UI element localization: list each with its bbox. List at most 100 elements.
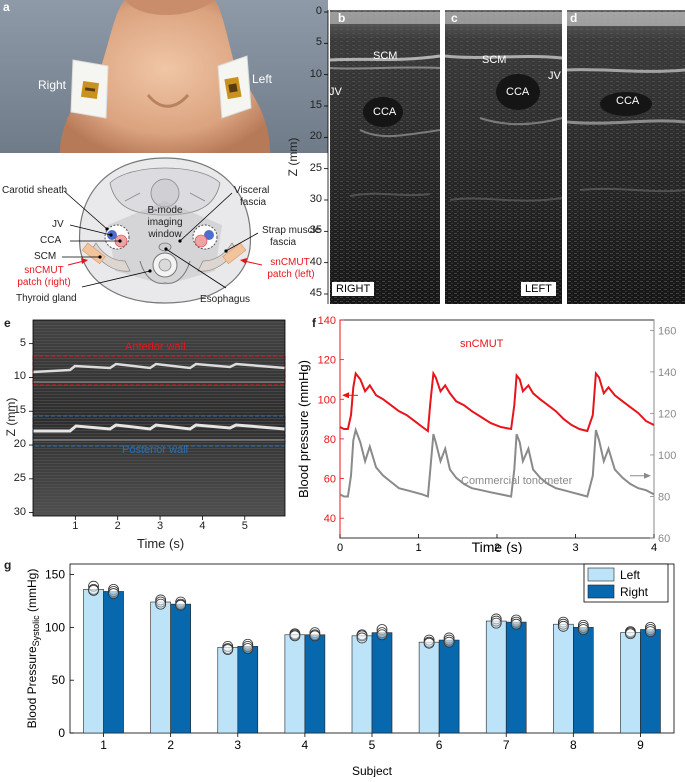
label-strap-2: fascia <box>270 237 297 248</box>
g-data-point <box>376 629 388 641</box>
g-data-point <box>443 636 455 648</box>
f-xtick-label: 3 <box>572 542 578 554</box>
label-patch-right-1: snCMUT <box>24 265 64 276</box>
bcd-tick-label: 45 <box>309 287 322 299</box>
panel-letter-a: a <box>3 0 10 14</box>
f-xtick-label: 2 <box>494 542 500 554</box>
f-xtick-label: 4 <box>651 542 657 554</box>
panel-bcd: Z (mm) 0 5 10 15 20 25 30 35 40 45 b c d SCM JV C… <box>280 0 685 310</box>
g-data-point <box>175 599 187 611</box>
bcd-tick-labels: 0 5 10 15 20 25 30 35 40 45 <box>280 0 325 310</box>
e-xtick-label: 4 <box>199 520 206 532</box>
bmode-images <box>324 10 685 304</box>
c-corner-left: LEFT <box>521 282 556 296</box>
f-ytick-right-label: 80 <box>658 491 670 503</box>
bmode-right-image <box>329 10 441 304</box>
g-bar-right <box>170 603 191 734</box>
label-carotid-sheath: Carotid sheath <box>2 185 68 196</box>
e-axis-ticks <box>29 343 246 520</box>
g-data-point <box>309 630 321 642</box>
panel-letter-g: g <box>4 558 12 572</box>
e-posterior-label: Posterior wall <box>122 444 189 456</box>
f-series-sncmut <box>339 370 655 433</box>
systolic-bar-chart: 0 50 100 150 1 2 3 4 5 6 7 8 9 Subject Blood PressureS… <box>25 563 675 778</box>
f-left-arrow-head <box>342 392 349 399</box>
d-tag-cca: CCA <box>616 95 640 107</box>
f-ylabel: Blood pressure (mmHg) <box>296 360 311 498</box>
g-bar-left <box>553 623 574 734</box>
g-bar-right <box>237 646 259 734</box>
g-ylabel: Blood PressureSystolic (mmHg) <box>25 569 41 729</box>
g-data-point <box>242 643 254 654</box>
e-xtick-label: 3 <box>156 520 164 532</box>
e-xtick-label: 2 <box>114 520 121 532</box>
neck-photo <box>0 0 328 153</box>
e-ytick-label: 30 <box>13 505 26 518</box>
label-jv: JV <box>52 219 64 230</box>
g-bar-right <box>505 621 527 734</box>
patch-right-image <box>70 59 109 119</box>
g-bar-left <box>351 635 373 734</box>
g-bar-left <box>150 601 171 734</box>
bp-waveform-chart: 0 1 2 3 4 40 60 80 100 120 140 60 80 100 120 140 160 Time… <box>296 315 676 555</box>
g-data-point <box>222 644 234 655</box>
g-legend-label: Right <box>620 585 649 599</box>
g-data-point <box>510 618 522 630</box>
f-ytick-right-label: 100 <box>658 450 676 462</box>
panel-letter-d: d <box>570 11 578 25</box>
f-ytick-left-label: 100 <box>318 394 336 406</box>
e-xtick-label: 5 <box>241 520 248 532</box>
e-xtick-label: 1 <box>72 520 79 532</box>
g-xtick-label: 3 <box>234 738 241 752</box>
f-ytick-right-label: 140 <box>658 367 676 379</box>
g-bar-left <box>217 647 239 734</box>
f-ytick-left-label: 60 <box>324 474 336 486</box>
g-xtick-label: 8 <box>570 738 577 752</box>
bcd-tick-label: 25 <box>309 161 322 174</box>
panel-g: 0 50 100 150 1 2 3 4 5 6 7 8 9 Subject Blood PressureS… <box>0 558 685 778</box>
g-bar-right <box>103 591 124 734</box>
g-data-point <box>645 626 656 637</box>
panel-letter-e: e <box>4 316 11 330</box>
mmode-image <box>29 319 286 520</box>
f-label-sncmut: snCMUT <box>460 338 504 350</box>
c-tag-cca: CCA <box>506 86 530 98</box>
f-ytick-left-label: 120 <box>318 355 336 367</box>
g-data-point <box>289 630 301 642</box>
e-ytick-label: 5 <box>19 336 26 349</box>
e-xlabel: Time (s) <box>137 536 185 551</box>
e-ytick-label: 25 <box>13 471 26 484</box>
bcd-tick-label: 0 <box>315 5 322 17</box>
bcd-y-axis <box>324 11 328 295</box>
bcd-tick-label: 35 <box>309 224 322 237</box>
g-ytick-label: 150 <box>45 568 65 582</box>
g-data-point <box>88 580 99 592</box>
g-data-point <box>577 624 589 635</box>
e-ytick-label: 15 <box>13 404 26 417</box>
f-xtick-label: 1 <box>415 542 421 554</box>
label-cca: CCA <box>40 235 62 246</box>
g-legend-swatch <box>587 584 615 599</box>
panel-letter-f: f <box>312 316 316 330</box>
bcd-tick-label: 5 <box>315 36 322 49</box>
bcd-tick-label: 20 <box>309 130 322 143</box>
label-window-2: imaging <box>147 217 183 228</box>
g-bar-left <box>418 641 440 734</box>
bcd-tick-label: 30 <box>309 193 322 205</box>
g-xlabel: Subject <box>352 764 393 777</box>
g-data-point <box>423 637 435 649</box>
g-bar-right <box>371 632 393 734</box>
panel-letter-b: b <box>338 11 346 25</box>
b-tag-scm: SCM <box>373 50 398 62</box>
g-xtick-label: 9 <box>637 738 644 752</box>
label-thyroid: Thyroid gland <box>16 293 77 304</box>
g-data-point <box>155 598 167 610</box>
label-patch-left-2: patch (left) <box>267 269 315 280</box>
g-xtick-label: 7 <box>503 738 510 752</box>
b-corner-right: RIGHT <box>332 282 375 296</box>
panel-letter-c: c <box>451 11 458 25</box>
g-ytick-label: 0 <box>58 726 65 740</box>
g-xtick-label: 6 <box>436 738 443 752</box>
f-ytick-right-label: 160 <box>658 325 676 337</box>
f-ytick-right-label: 120 <box>658 408 676 420</box>
